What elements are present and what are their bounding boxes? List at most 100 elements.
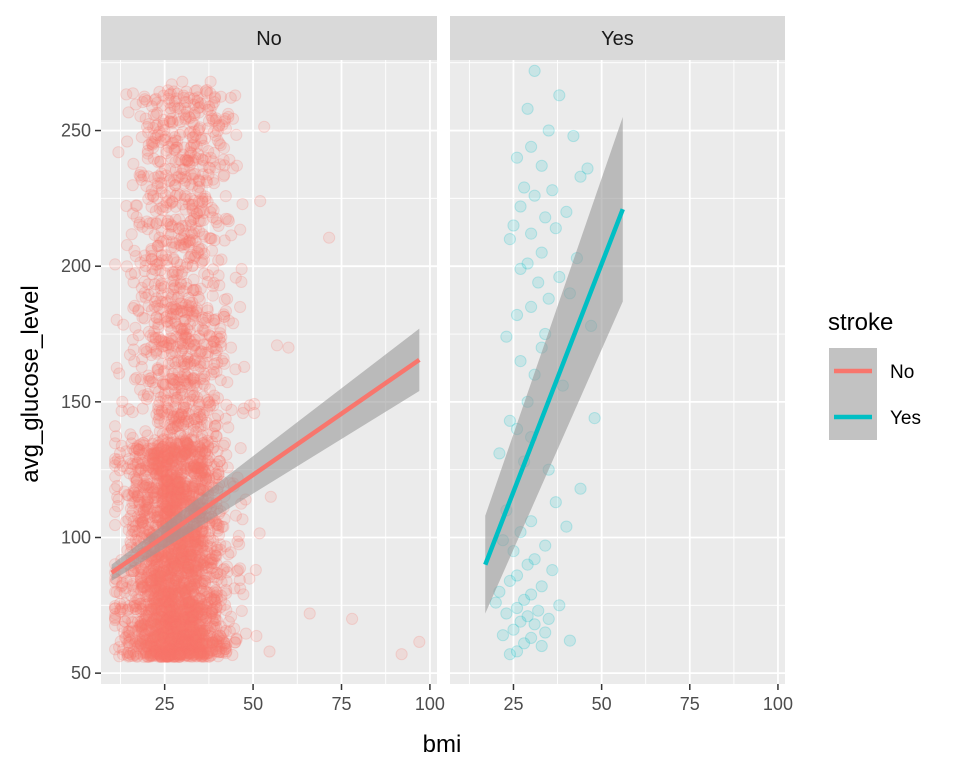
data-point bbox=[195, 585, 208, 598]
data-point bbox=[225, 403, 238, 417]
data-point bbox=[147, 592, 160, 605]
data-point bbox=[170, 490, 183, 503]
data-point bbox=[183, 618, 196, 631]
data-point bbox=[186, 585, 199, 598]
data-point bbox=[153, 500, 166, 513]
data-point bbox=[161, 569, 174, 582]
data-point bbox=[179, 641, 192, 654]
data-point bbox=[176, 581, 189, 594]
data-point bbox=[199, 614, 212, 627]
data-point bbox=[161, 623, 174, 636]
data-point bbox=[181, 644, 194, 657]
x-tick-label: 75 bbox=[331, 694, 351, 714]
data-point bbox=[188, 609, 201, 622]
data-point bbox=[195, 613, 208, 626]
data-point bbox=[168, 562, 181, 575]
data-point bbox=[222, 548, 235, 561]
data-point bbox=[258, 120, 271, 133]
data-point bbox=[131, 456, 144, 469]
data-point bbox=[147, 463, 160, 476]
data-point bbox=[236, 513, 249, 526]
data-point bbox=[168, 486, 182, 499]
data-point bbox=[124, 647, 137, 661]
data-point bbox=[147, 647, 160, 660]
data-point bbox=[173, 643, 186, 656]
data-point bbox=[170, 639, 183, 652]
y-tick-label: 250 bbox=[61, 121, 91, 141]
data-point bbox=[155, 582, 168, 595]
data-point bbox=[549, 222, 562, 235]
data-point bbox=[191, 569, 204, 583]
data-point bbox=[136, 580, 149, 593]
data-point bbox=[159, 615, 172, 629]
data-point bbox=[152, 569, 165, 582]
data-point bbox=[116, 460, 130, 473]
data-point bbox=[189, 529, 202, 542]
data-point bbox=[183, 647, 196, 660]
data-point bbox=[147, 562, 160, 575]
data-point bbox=[169, 609, 182, 622]
data-point bbox=[160, 489, 173, 503]
data-point bbox=[187, 580, 201, 593]
data-point bbox=[144, 647, 158, 660]
data-point bbox=[150, 462, 163, 475]
data-point bbox=[155, 650, 168, 664]
data-point bbox=[203, 650, 216, 663]
data-point bbox=[146, 577, 159, 590]
data-point bbox=[136, 581, 149, 594]
data-point bbox=[142, 459, 155, 472]
data-point bbox=[219, 122, 232, 135]
data-point bbox=[161, 649, 174, 662]
data-point bbox=[155, 289, 168, 302]
data-point bbox=[150, 602, 163, 616]
data-point bbox=[542, 612, 555, 626]
data-point bbox=[208, 358, 221, 371]
x-tick-label: 25 bbox=[503, 694, 523, 714]
data-point bbox=[158, 580, 171, 593]
data-point bbox=[574, 170, 587, 183]
data-point bbox=[162, 503, 175, 516]
data-point bbox=[145, 349, 158, 362]
data-point bbox=[186, 296, 199, 309]
data-point bbox=[198, 436, 211, 449]
data-point bbox=[193, 620, 206, 633]
data-point bbox=[166, 645, 180, 658]
data-point bbox=[197, 472, 210, 485]
data-point bbox=[192, 631, 205, 644]
data-point bbox=[171, 629, 184, 642]
data-point bbox=[147, 562, 160, 576]
x-tick-label: 100 bbox=[763, 694, 793, 714]
data-point bbox=[171, 495, 184, 508]
data-point bbox=[212, 528, 226, 542]
data-point bbox=[218, 168, 231, 181]
data-point bbox=[144, 646, 157, 659]
data-point bbox=[170, 546, 183, 559]
data-point bbox=[152, 650, 165, 663]
data-point bbox=[170, 470, 183, 484]
data-point bbox=[194, 627, 208, 640]
data-point bbox=[121, 604, 134, 617]
data-point bbox=[182, 539, 195, 552]
data-point bbox=[123, 639, 136, 652]
data-point bbox=[142, 524, 155, 537]
data-point bbox=[137, 580, 150, 593]
data-point bbox=[153, 642, 166, 655]
data-point bbox=[184, 650, 197, 663]
data-point bbox=[109, 643, 122, 656]
data-point bbox=[211, 524, 224, 537]
data-point bbox=[153, 635, 166, 648]
data-point bbox=[161, 639, 174, 652]
data-point bbox=[161, 475, 174, 488]
data-point bbox=[143, 632, 157, 645]
data-point bbox=[232, 529, 245, 543]
data-point bbox=[239, 627, 253, 640]
y-axis-title: avg_glucose_level bbox=[17, 285, 44, 482]
data-point bbox=[160, 644, 173, 658]
data-point bbox=[170, 650, 184, 663]
data-point bbox=[216, 634, 229, 647]
data-point bbox=[165, 625, 179, 638]
data-point bbox=[157, 493, 170, 506]
data-point bbox=[172, 600, 185, 614]
data-point bbox=[195, 630, 208, 643]
data-point bbox=[184, 574, 197, 588]
